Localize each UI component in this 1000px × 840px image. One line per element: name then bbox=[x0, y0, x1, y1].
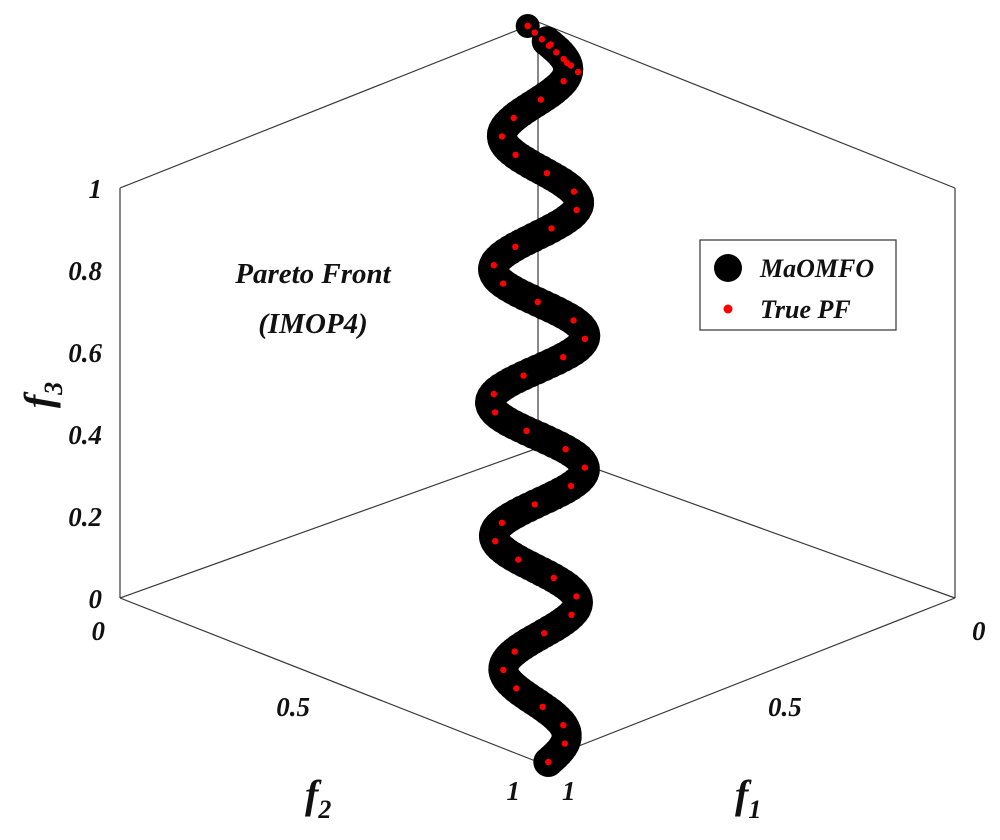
true-pf-point bbox=[573, 593, 580, 600]
true-pf-point bbox=[545, 42, 553, 49]
f2-tick-label: 0.5 bbox=[276, 692, 310, 722]
true-pf-point bbox=[548, 225, 555, 232]
f3-tick-label: 0.4 bbox=[68, 420, 102, 450]
f1-axis-line bbox=[537, 597, 956, 763]
f3-axis-label-subscript: 3 bbox=[39, 382, 68, 396]
true-pf-point bbox=[562, 446, 569, 453]
true-pf-point bbox=[490, 262, 497, 269]
f2-tick-label: 1 bbox=[507, 776, 521, 806]
true-pf-point bbox=[568, 611, 575, 618]
true-pf-point bbox=[573, 206, 580, 214]
f2-tick-labels: 0 0.5 1 bbox=[92, 616, 521, 806]
f3-tick-label: 0.8 bbox=[68, 256, 102, 286]
f1-tick-label: 0.5 bbox=[768, 692, 802, 722]
true-pf-point bbox=[491, 409, 499, 416]
true-pf-point bbox=[531, 29, 538, 36]
legend-marker-true-pf bbox=[723, 304, 733, 314]
legend-label-true-pf: True PF bbox=[760, 295, 851, 324]
true-pf-point bbox=[498, 133, 506, 140]
true-pf-point bbox=[512, 151, 519, 158]
legend: MaOMFO True PF bbox=[699, 239, 897, 331]
f1-tick-label: 0 bbox=[972, 616, 986, 646]
true-pf-point bbox=[537, 96, 544, 103]
f3-axis-label: f3 bbox=[16, 382, 68, 408]
legend-box bbox=[699, 239, 897, 331]
legend-label-maomfo: MaOMFO bbox=[759, 254, 874, 283]
true-pf-point bbox=[553, 49, 560, 56]
f1-tick-labels: 1 0.5 0 bbox=[562, 616, 986, 806]
true-pf-point bbox=[499, 280, 507, 287]
true-pf-point bbox=[581, 464, 588, 471]
f2-tick-label: 0 bbox=[92, 616, 106, 646]
true-pf-point bbox=[545, 758, 552, 766]
true-pf-point bbox=[541, 630, 548, 637]
true-pf-point bbox=[512, 243, 519, 250]
true-pf-point bbox=[492, 538, 499, 545]
true-pf-point bbox=[560, 354, 567, 361]
true-pf-point bbox=[515, 556, 522, 563]
true-pf-point bbox=[538, 36, 545, 43]
true-pf-point bbox=[570, 188, 578, 195]
annotation-line-1: Pareto Front bbox=[234, 258, 391, 290]
true-pf-point bbox=[520, 372, 527, 379]
f3-axis-label-base: f bbox=[16, 391, 61, 408]
true-pf-point bbox=[498, 519, 506, 526]
annotation-line-2: (IMOP4) bbox=[258, 308, 368, 340]
true-pf-point bbox=[561, 740, 568, 747]
true-pf-point bbox=[574, 68, 582, 76]
true-pf-point bbox=[510, 114, 517, 122]
back-left-top-edge bbox=[119, 21, 539, 189]
legend-marker-maomfo bbox=[714, 254, 742, 282]
f1-axis-label: f1 bbox=[735, 772, 761, 824]
true-pf-point bbox=[523, 427, 530, 434]
f3-tick-labels: 1 0.8 0.6 0.4 0.2 0 bbox=[68, 174, 102, 614]
true-pf-point bbox=[531, 501, 538, 508]
f2-axis-label: f2 bbox=[305, 772, 331, 824]
true-pf-point bbox=[500, 666, 507, 674]
series-true-pf bbox=[490, 22, 589, 766]
f2-axis-label-base: f bbox=[305, 772, 322, 817]
f1-axis-label-base: f bbox=[735, 772, 752, 817]
f3-tick-label: 1 bbox=[89, 174, 103, 204]
true-pf-point bbox=[550, 574, 557, 582]
f2-axis-line bbox=[119, 597, 539, 763]
true-pf-point bbox=[581, 335, 589, 342]
true-pf-point bbox=[543, 170, 550, 177]
f2-axis-label-subscript: 2 bbox=[317, 795, 331, 824]
true-pf-point bbox=[534, 298, 541, 306]
svg-text:f3: f3 bbox=[16, 382, 68, 408]
back-left-bottom-edge bbox=[119, 447, 539, 599]
true-pf-point bbox=[511, 648, 518, 655]
f3-tick-label: 0.6 bbox=[68, 338, 102, 368]
true-pf-point bbox=[560, 78, 567, 85]
true-pf-point bbox=[539, 703, 546, 710]
f3-tick-label: 0.2 bbox=[68, 502, 102, 532]
true-pf-point bbox=[560, 722, 567, 729]
f1-tick-label: 1 bbox=[562, 776, 576, 806]
back-right-bottom-edge bbox=[537, 447, 956, 599]
f1-axis-label-subscript: 1 bbox=[748, 795, 761, 824]
back-right-top-edge bbox=[537, 21, 956, 189]
true-pf-point bbox=[513, 685, 520, 692]
true-pf-point bbox=[560, 55, 567, 63]
true-pf-point bbox=[524, 22, 531, 30]
f3-tick-label: 0 bbox=[89, 584, 103, 614]
true-pf-point bbox=[490, 390, 497, 398]
true-pf-point bbox=[570, 317, 577, 324]
true-pf-point bbox=[567, 482, 575, 490]
true-pf-point bbox=[567, 62, 575, 69]
